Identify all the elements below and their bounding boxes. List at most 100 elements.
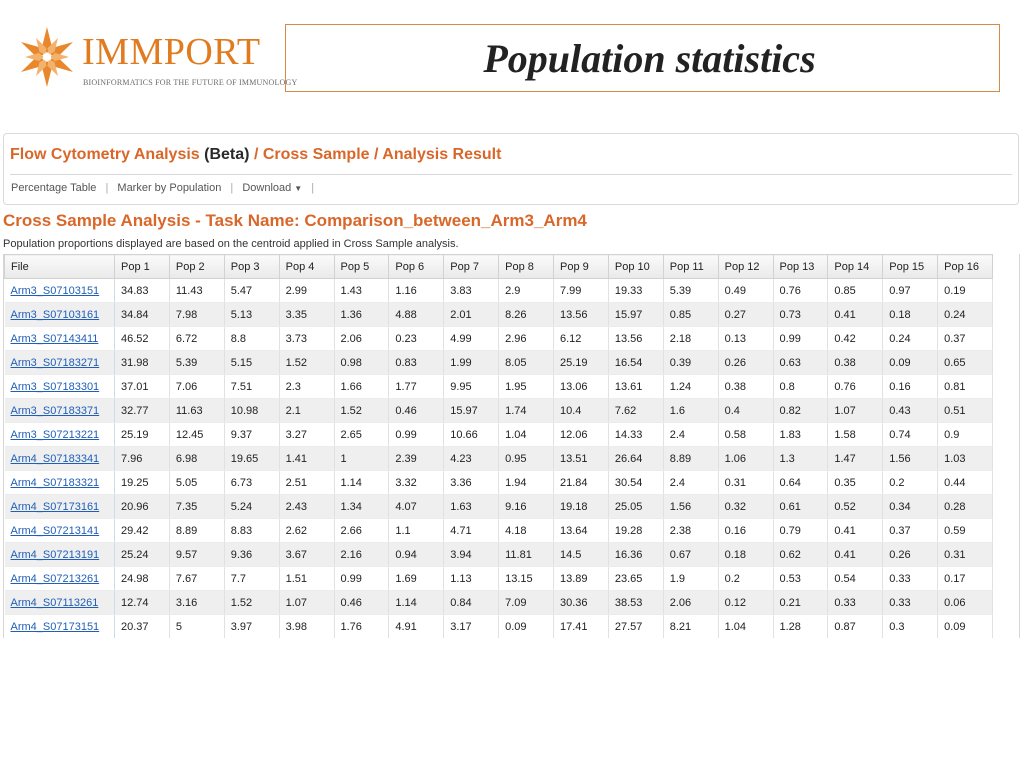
file-link[interactable]: Arm3_S07183371: [10, 404, 100, 417]
pop-value-cell: 7.06: [169, 374, 225, 399]
pop-value-cell: 0.21: [773, 590, 829, 615]
pop-value-cell: 0.28: [937, 494, 993, 519]
column-header-pop-4[interactable]: Pop 4: [278, 254, 335, 279]
file-link[interactable]: Arm3_S07143411: [10, 332, 99, 345]
breadcrumb-cross-sample-result[interactable]: / Cross Sample / Analysis Result: [253, 146, 502, 163]
pop-value-cell: 6.98: [169, 446, 225, 471]
table-row: Arm3_S07183271 31.98 5.39 5.15 1.52 0.98 0.83 1…: [4, 350, 993, 375]
column-header-pop-5[interactable]: Pop 5: [333, 254, 390, 279]
breadcrumb: Flow Cytometry Analysis (Beta) / Cross S…: [10, 146, 501, 164]
pop-value-cell: 0.52: [827, 494, 884, 519]
file-link[interactable]: Arm4_S07213141: [10, 524, 100, 537]
table-row: Arm4_S07173161 20.96 7.35 5.24 2.43 1.34 4.07 1…: [4, 494, 993, 519]
pop-value-cell: 1.13: [443, 566, 500, 591]
pop-value-cell: 1.83: [773, 422, 829, 447]
pop-value-cell: 0.16: [882, 374, 939, 399]
pop-value-cell: 1.04: [718, 614, 774, 638]
table-row: Arm3_S07103161 34.84 7.98 5.13 3.35 1.36 4.88 2…: [4, 302, 993, 327]
pop-value-cell: 25.19: [553, 350, 609, 375]
file-link[interactable]: Arm3_S07183271: [10, 356, 100, 369]
file-link[interactable]: Arm3_S07103161: [10, 308, 100, 321]
column-header-pop-15[interactable]: Pop 15: [882, 254, 939, 279]
centroid-note: Population proportions displayed are bas…: [3, 238, 459, 250]
column-header-pop-10[interactable]: Pop 10: [607, 254, 664, 279]
pop-value-cell: 20.37: [114, 614, 170, 638]
pop-value-cell: 1.14: [388, 590, 445, 615]
table-row: Arm4_S07173151 20.37 5 3.97 3.98 1.76 4.91 3.17…: [4, 614, 993, 638]
pop-value-cell: 8.89: [663, 446, 719, 471]
pop-value-cell: 7.96: [114, 446, 170, 471]
file-link[interactable]: Arm4_S07213191: [10, 548, 100, 561]
file-link[interactable]: Arm4_S07213261: [10, 572, 100, 585]
column-header-pop-2[interactable]: Pop 2: [168, 254, 225, 279]
pop-value-cell: 31.98: [114, 350, 170, 375]
column-header-pop-12[interactable]: Pop 12: [717, 254, 774, 279]
percentage-table-link[interactable]: Percentage Table: [11, 182, 97, 194]
file-cell: Arm3_S07183371: [4, 398, 115, 423]
pop-value-cell: 4.91: [388, 614, 445, 638]
download-dropdown[interactable]: Download ▼: [242, 182, 302, 194]
pop-value-cell: 12.74: [114, 590, 170, 615]
pop-value-cell: 8.89: [169, 518, 225, 543]
column-header-file[interactable]: File: [4, 254, 115, 279]
pop-value-cell: 0.53: [773, 566, 829, 591]
pop-value-cell: 2.62: [279, 518, 335, 543]
pop-value-cell: 0.43: [882, 398, 939, 423]
column-header-pop-8[interactable]: Pop 8: [498, 254, 554, 279]
table-row: Arm4_S07183341 7.96 6.98 19.65 1.41 1 2.39 4.23…: [4, 446, 993, 471]
column-header-pop-13[interactable]: Pop 13: [772, 254, 829, 279]
column-header-pop-11[interactable]: Pop 11: [662, 254, 719, 279]
pop-value-cell: 2.4: [663, 470, 719, 495]
column-header-pop-7[interactable]: Pop 7: [443, 254, 500, 279]
table-row: Arm3_S07103151 34.83 11.43 5.47 2.99 1.43 1.16…: [4, 278, 993, 303]
pop-value-cell: 1.9: [663, 566, 719, 591]
pop-value-cell: 5.13: [224, 302, 280, 327]
pop-value-cell: 3.32: [388, 470, 445, 495]
pop-value-cell: 0.27: [718, 302, 774, 327]
pop-value-cell: 1.52: [224, 590, 280, 615]
file-link[interactable]: Arm4_S07173151: [10, 620, 100, 633]
breadcrumb-flow-cytometry[interactable]: Flow Cytometry Analysis: [10, 146, 200, 163]
pop-value-cell: 20.96: [114, 494, 170, 519]
pop-value-cell: 16.36: [608, 542, 664, 567]
column-header-pop-6[interactable]: Pop 6: [388, 254, 445, 279]
pop-value-cell: 13.51: [553, 446, 609, 471]
pop-value-cell: 10.66: [443, 422, 500, 447]
pop-value-cell: 34.83: [114, 278, 170, 303]
file-link[interactable]: Arm3_S07103151: [10, 284, 100, 297]
file-link[interactable]: Arm4_S07183341: [10, 452, 100, 465]
pop-value-cell: 11.43: [169, 278, 225, 303]
file-link[interactable]: Arm4_S07113261: [10, 596, 99, 609]
pop-value-cell: 7.99: [553, 278, 609, 303]
pop-value-cell: 0.67: [663, 542, 719, 567]
pop-value-cell: 8.05: [498, 350, 554, 375]
file-link[interactable]: Arm4_S07173161: [10, 500, 100, 513]
pop-value-cell: 12.45: [169, 422, 225, 447]
pop-value-cell: 27.57: [608, 614, 664, 638]
pop-value-cell: 2.38: [663, 518, 719, 543]
pop-value-cell: 19.28: [608, 518, 664, 543]
pop-value-cell: 6.73: [224, 470, 280, 495]
pop-value-cell: 15.97: [608, 302, 664, 327]
pop-value-cell: 1.34: [334, 494, 390, 519]
file-link[interactable]: Arm4_S07183321: [10, 476, 100, 489]
pop-value-cell: 3.35: [279, 302, 335, 327]
pop-value-cell: 7.09: [498, 590, 554, 615]
file-link[interactable]: Arm3_S07183301: [10, 380, 100, 393]
pop-value-cell: 19.25: [114, 470, 170, 495]
pop-value-cell: 25.05: [608, 494, 664, 519]
column-header-pop-9[interactable]: Pop 9: [553, 254, 609, 279]
column-header-pop-14[interactable]: Pop 14: [827, 254, 884, 279]
pop-value-cell: 0.33: [827, 590, 884, 615]
pop-value-cell: 0.99: [334, 566, 390, 591]
column-header-pop-1[interactable]: Pop 1: [114, 254, 170, 279]
marker-by-population-link[interactable]: Marker by Population: [117, 182, 222, 194]
toolbar-separator: |: [230, 182, 234, 194]
pop-value-cell: 2.16: [334, 542, 390, 567]
column-header-pop-16[interactable]: Pop 16: [937, 254, 993, 279]
pop-value-cell: 0.13: [718, 326, 774, 351]
file-link[interactable]: Arm3_S07213221: [10, 428, 100, 441]
column-header-pop-3[interactable]: Pop 3: [223, 254, 280, 279]
